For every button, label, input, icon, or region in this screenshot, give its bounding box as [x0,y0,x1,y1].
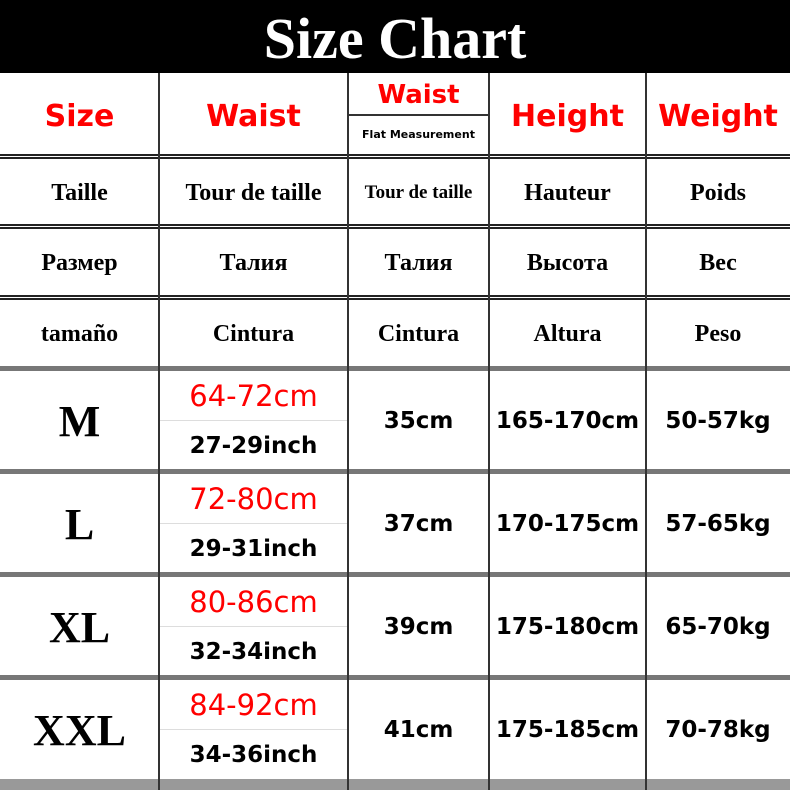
weight-value: 65-70kg [665,614,771,640]
waist-inch: 29-31inch [189,536,318,562]
size-label: L [64,499,95,549]
column-divider [347,73,349,790]
column-divider [488,73,490,790]
waist-inch: 32-34inch [189,639,318,665]
waist-inch: 34-36inch [189,742,318,768]
header-waist: Waist [206,98,301,134]
translation-weight: Вес [699,249,737,276]
weight-value: 50-57kg [665,408,771,434]
flat-waist: 35cm [383,408,454,434]
divider [0,572,790,577]
translation-height: Altura [533,320,602,347]
divider [0,469,790,474]
weight-value: 57-65kg [665,511,771,537]
header-waist-flat: Waist [377,80,460,110]
height-value: 175-180cm [495,614,640,640]
header-size: Size [44,98,115,134]
flat-waist: 39cm [383,614,454,640]
divider [0,295,790,300]
column-divider [158,73,160,790]
waist-cm: 80-86cm [189,585,318,619]
waist-cm: 84-92cm [189,688,318,722]
translation-weight: Peso [694,320,742,347]
translation-height: Высота [526,249,609,276]
header-flat-note: Flat Measurement [362,127,475,141]
weight-value: 70-78kg [665,717,771,743]
translation-weight: Poids [689,179,746,206]
divider [0,154,790,159]
waist-cm: 64-72cm [189,379,318,413]
divider [0,366,790,371]
size-label: XXL [33,705,126,755]
waist-inch: 27-29inch [189,433,318,459]
translation-waist_flat: Cintura [377,320,460,347]
translation-size: tamaño [40,320,119,347]
flat-waist: 37cm [383,511,454,537]
column-divider [645,73,647,790]
header-height: Height [511,98,624,134]
translation-waist: Талия [219,249,288,276]
translation-size: Размер [41,249,118,276]
translation-waist_flat: Tour de taille [364,182,473,203]
waist-cm: 72-80cm [189,482,318,516]
size-label: XL [48,602,111,652]
translation-height: Hauteur [524,179,611,206]
translation-size: Taille [51,179,108,206]
header-weight: Weight [658,98,778,134]
divider [0,675,790,680]
height-value: 175-185cm [495,717,640,743]
flat-waist: 41cm [383,717,454,743]
translation-waist: Cintura [212,320,295,347]
divider [0,224,790,229]
translation-waist_flat: Талия [384,249,453,276]
height-value: 165-170cm [495,408,640,434]
height-value: 170-175cm [495,511,640,537]
translation-waist: Tour de taille [185,179,322,206]
page-title: Size Chart [0,0,790,73]
size-label: M [58,396,101,446]
